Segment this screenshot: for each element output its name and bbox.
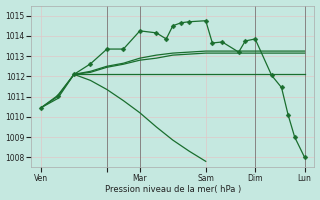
X-axis label: Pression niveau de la mer( hPa ): Pression niveau de la mer( hPa ) bbox=[105, 185, 241, 194]
